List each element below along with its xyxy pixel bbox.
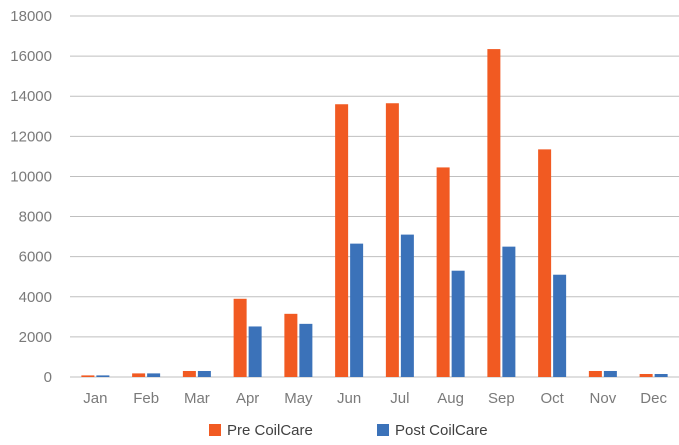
bar-post-coilcare-sep [502, 246, 516, 377]
bars [81, 49, 668, 377]
bar-post-coilcare-may [299, 323, 313, 377]
bar-post-coilcare-jun [350, 243, 364, 377]
y-tick-label: 8000 [19, 209, 52, 226]
bar-pre-coilcare-oct [538, 149, 552, 377]
x-tick-label: Dec [640, 390, 667, 407]
gridlines [70, 15, 679, 378]
x-tick-label: Jan [83, 390, 107, 407]
bar-pre-coilcare-may [284, 313, 298, 377]
bar-pre-coilcare-jul [385, 103, 399, 377]
bar-pre-coilcare-dec [639, 373, 653, 377]
bar-post-coilcare-nov [603, 370, 617, 377]
bar-post-coilcare-feb [147, 373, 161, 377]
y-tick-label: 6000 [19, 249, 52, 266]
bar-pre-coilcare-jun [335, 104, 349, 377]
bar-post-coilcare-jan [96, 375, 110, 377]
legend-label: Pre CoilCare [227, 422, 313, 439]
legend-swatch-post-coilcare [377, 424, 389, 436]
bar-post-coilcare-jul [400, 234, 414, 377]
y-tick-label: 4000 [19, 289, 52, 306]
bar-pre-coilcare-apr [233, 298, 247, 377]
bar-pre-coilcare-feb [132, 373, 146, 377]
y-tick-label: 16000 [10, 48, 52, 65]
bar-post-coilcare-apr [248, 326, 262, 377]
bar-post-coilcare-oct [553, 274, 567, 377]
bar-pre-coilcare-mar [182, 370, 196, 377]
bar-pre-coilcare-nov [588, 370, 602, 377]
bar-post-coilcare-aug [451, 270, 465, 377]
x-tick-label: Jun [337, 390, 361, 407]
legend-swatch-pre-coilcare [209, 424, 221, 436]
bar-post-coilcare-dec [654, 373, 668, 377]
x-tick-label: Apr [236, 390, 259, 407]
x-tick-label: Nov [590, 390, 617, 407]
y-tick-label: 18000 [10, 8, 52, 25]
legend-label: Post CoilCare [395, 422, 488, 439]
x-tick-label: Jul [390, 390, 409, 407]
x-tick-label: Aug [437, 390, 464, 407]
x-tick-label: May [284, 390, 313, 407]
y-tick-label: 0 [44, 369, 52, 386]
y-axis-tick-labels: 0 2000 4000 6000 8000 10000 12000 14000 16000 180… [10, 8, 52, 386]
bar-pre-coilcare-aug [436, 167, 450, 377]
bar-pre-coilcare-sep [487, 49, 501, 377]
y-tick-label: 12000 [10, 128, 52, 145]
legend: Pre CoilCare Post CoilCare [209, 422, 488, 439]
y-tick-label: 14000 [10, 88, 52, 105]
x-tick-label: Feb [133, 390, 159, 407]
bar-pre-coilcare-jan [81, 375, 95, 377]
x-tick-label: Sep [488, 390, 515, 407]
x-tick-label: Oct [540, 390, 564, 407]
y-tick-label: 10000 [10, 168, 52, 185]
x-tick-label: Mar [184, 390, 210, 407]
x-axis-tick-labels: Jan Feb Mar Apr May Jun Jul Aug Sep Oct Nov Dec [83, 390, 667, 407]
y-tick-label: 2000 [19, 329, 52, 346]
bar-post-coilcare-mar [197, 370, 211, 377]
